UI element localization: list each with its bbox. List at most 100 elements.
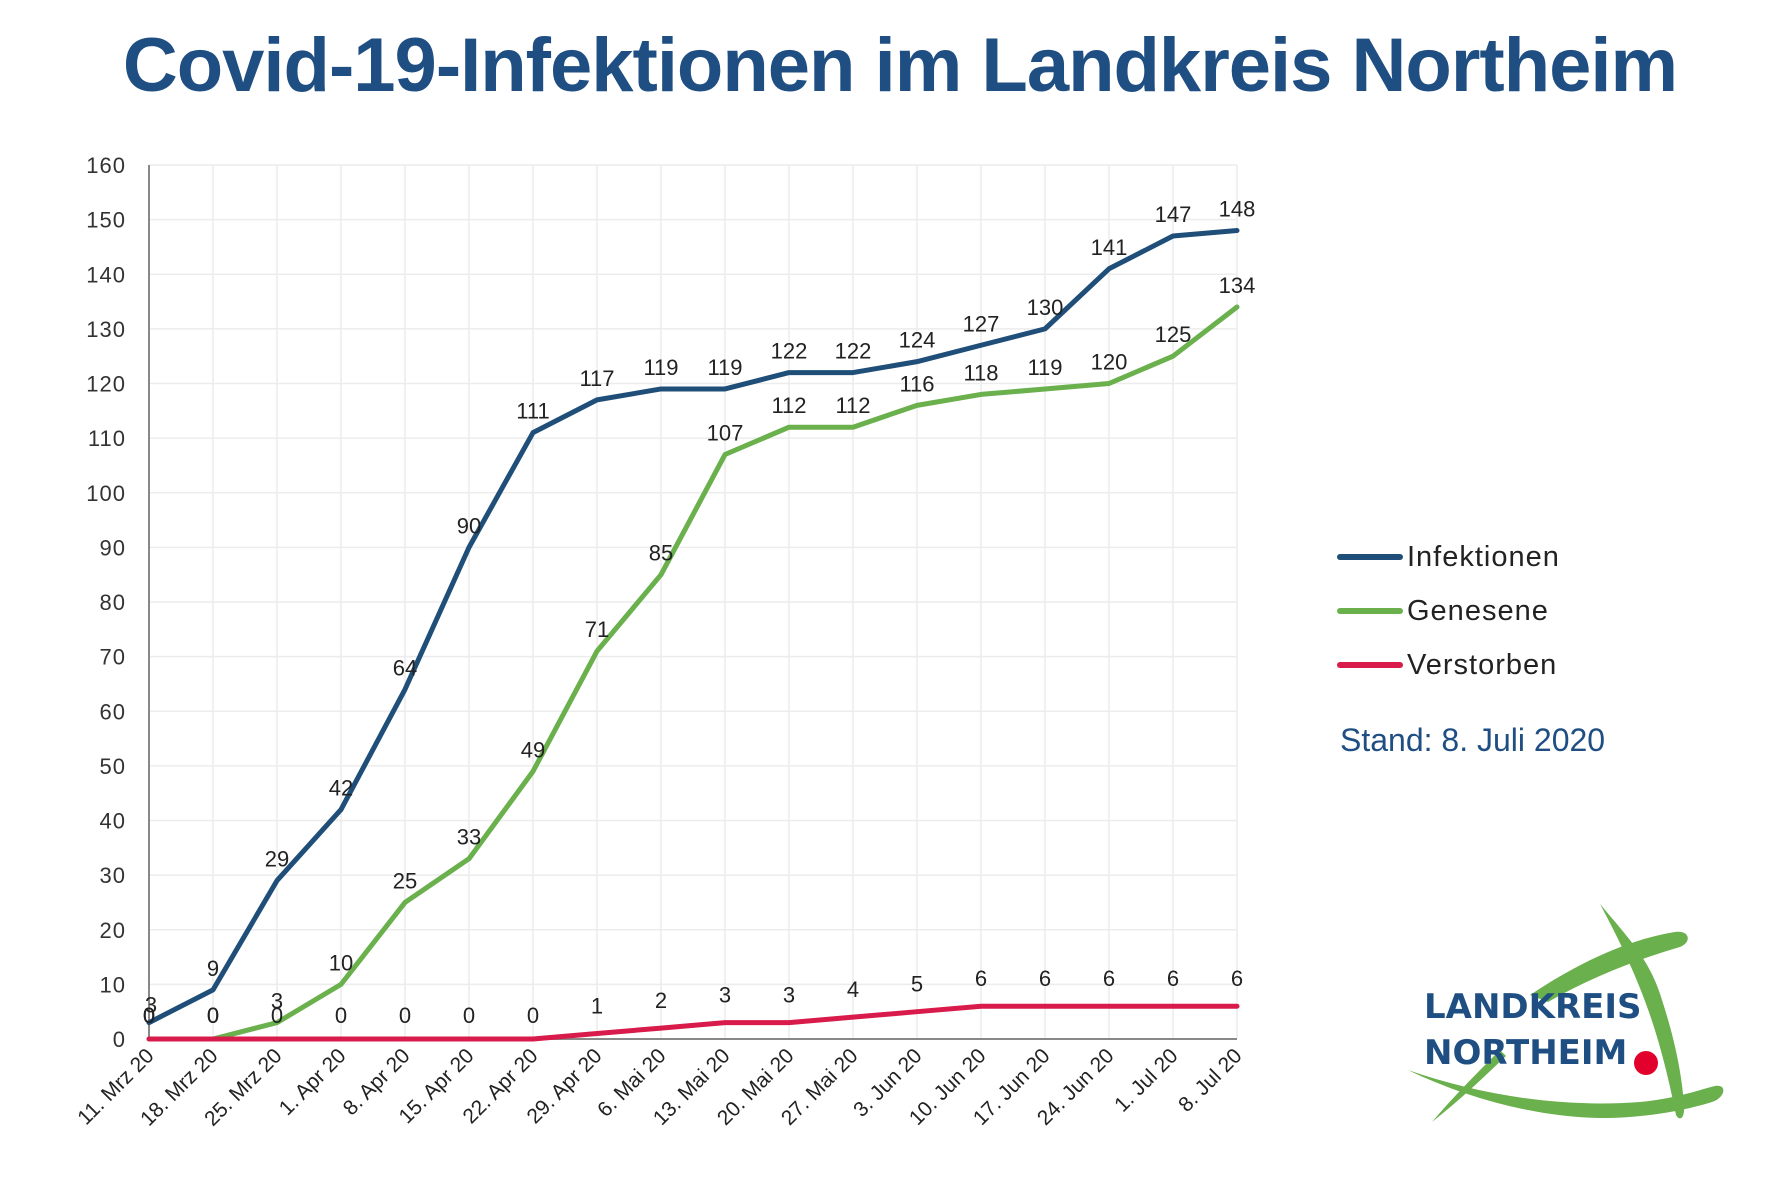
legend-swatch-verstorben (1337, 662, 1403, 668)
logo-swoosh-icon (1408, 904, 1724, 1122)
data-label: 124 (899, 328, 936, 353)
legend-item-verstorben[interactable]: Verstorben (1337, 638, 1560, 692)
data-label: 29 (265, 847, 289, 872)
data-label: 122 (835, 339, 872, 364)
data-label: 141 (1091, 235, 1128, 260)
data-label: 3 (271, 989, 283, 1014)
series-lines (146, 228, 1240, 1042)
data-label: 112 (835, 393, 870, 418)
data-label: 3 (783, 983, 795, 1008)
data-label: 90 (457, 513, 481, 538)
data-label: 49 (521, 737, 545, 762)
y-tick-label: 140 (86, 262, 126, 287)
y-tick-label: 60 (100, 699, 126, 724)
legend-swatch-genesene (1337, 608, 1403, 614)
legend-item-genesene[interactable]: Genesene (1337, 584, 1560, 638)
chart-title: Covid-19-Infektionen im Landkreis Northe… (122, 23, 1678, 108)
y-tick-label: 90 (100, 535, 126, 560)
data-label: 71 (585, 617, 609, 642)
data-label: 118 (963, 360, 998, 385)
y-tick-labels: 0 10 20 30 40 50 60 70 80 90 100 110 120 130 140 150 160 (86, 153, 126, 1052)
logo-text-line1: LANDKREIS (1424, 987, 1642, 1027)
data-label: 148 (1219, 197, 1256, 222)
data-label: 0 (143, 1003, 155, 1028)
data-label: 25 (393, 868, 417, 893)
data-label: 0 (335, 1003, 347, 1028)
x-tick-label: 1. Apr 20 (275, 1044, 351, 1120)
y-tick-label: 150 (86, 208, 126, 233)
data-label: 9 (207, 956, 219, 981)
data-label: 4 (847, 977, 859, 1002)
y-tick-label: 40 (100, 809, 126, 834)
logo-text-line2: NORTHEIM (1424, 1033, 1627, 1073)
data-label: 117 (579, 366, 614, 391)
data-label: 64 (393, 655, 417, 680)
data-label: 111 (516, 399, 549, 424)
data-label: 127 (963, 311, 1000, 336)
data-label: 42 (329, 776, 353, 801)
y-tick-label: 130 (86, 317, 126, 342)
data-label: 147 (1155, 202, 1192, 227)
data-label: 119 (707, 355, 742, 380)
stand-date: Stand: 8. Juli 2020 (1340, 722, 1606, 758)
series-line-genesene (146, 304, 1240, 1042)
data-label: 1 (591, 994, 603, 1019)
y-tick-label: 30 (100, 863, 126, 888)
data-label: 6 (975, 966, 987, 991)
y-tick-label: 160 (86, 153, 126, 178)
data-label: 5 (911, 972, 923, 997)
y-tick-label: 120 (86, 372, 126, 397)
data-label: 33 (457, 825, 481, 850)
y-tick-label: 20 (100, 918, 126, 943)
data-label: 0 (271, 1003, 283, 1028)
series-line-verstorben (146, 1003, 1240, 1042)
y-tick-label: 0 (113, 1027, 126, 1052)
data-label: 3 (145, 993, 157, 1018)
legend-label: Verstorben (1407, 648, 1558, 681)
data-label: 6 (1039, 966, 1051, 991)
y-tick-label: 70 (100, 645, 126, 670)
data-label: 85 (649, 541, 673, 566)
gridlines (149, 164, 1238, 1039)
x-tick-label: 8. Jul 20 (1174, 1044, 1246, 1116)
legend: Infektionen Genesene Verstorben (1337, 530, 1560, 692)
data-label: 125 (1155, 322, 1192, 347)
legend-label: Infektionen (1407, 540, 1560, 573)
y-tick-label: 80 (100, 590, 126, 615)
series-line-infektionen (146, 228, 1240, 1026)
data-label: 119 (1027, 355, 1062, 380)
data-label: 112 (771, 393, 806, 418)
data-label: 119 (643, 355, 678, 380)
data-label: 122 (771, 339, 808, 364)
data-label: 2 (655, 988, 667, 1013)
data-label: 130 (1027, 295, 1064, 320)
data-label: 107 (707, 421, 744, 446)
data-label: 134 (1219, 273, 1256, 298)
logo-red-dot-icon (1634, 1051, 1658, 1075)
y-tick-label: 100 (86, 481, 126, 506)
data-label: 6 (1231, 966, 1243, 991)
y-tick-label: 10 (100, 972, 126, 997)
data-label: 0 (399, 1003, 411, 1028)
data-label: 3 (719, 983, 731, 1008)
data-label: 0 (207, 1003, 219, 1028)
data-label: 6 (1167, 966, 1179, 991)
legend-label: Genesene (1407, 594, 1549, 627)
data-label: 0 (207, 1003, 219, 1028)
landkreis-northeim-logo: LANDKREIS NORTHEIM (1408, 904, 1724, 1122)
legend-swatch-infektionen (1337, 554, 1403, 560)
data-label: 120 (1091, 350, 1128, 375)
data-label: 10 (329, 950, 353, 975)
legend-item-infektionen[interactable]: Infektionen (1337, 530, 1560, 584)
data-label: 116 (899, 371, 934, 396)
data-label: 0 (463, 1003, 475, 1028)
y-tick-label: 50 (100, 754, 126, 779)
y-tick-label: 110 (88, 426, 126, 451)
data-label: 6 (1103, 966, 1115, 991)
data-label: 0 (143, 1003, 155, 1028)
x-tick-label: 1. Jul 20 (1110, 1044, 1182, 1116)
data-label: 0 (527, 1003, 539, 1028)
